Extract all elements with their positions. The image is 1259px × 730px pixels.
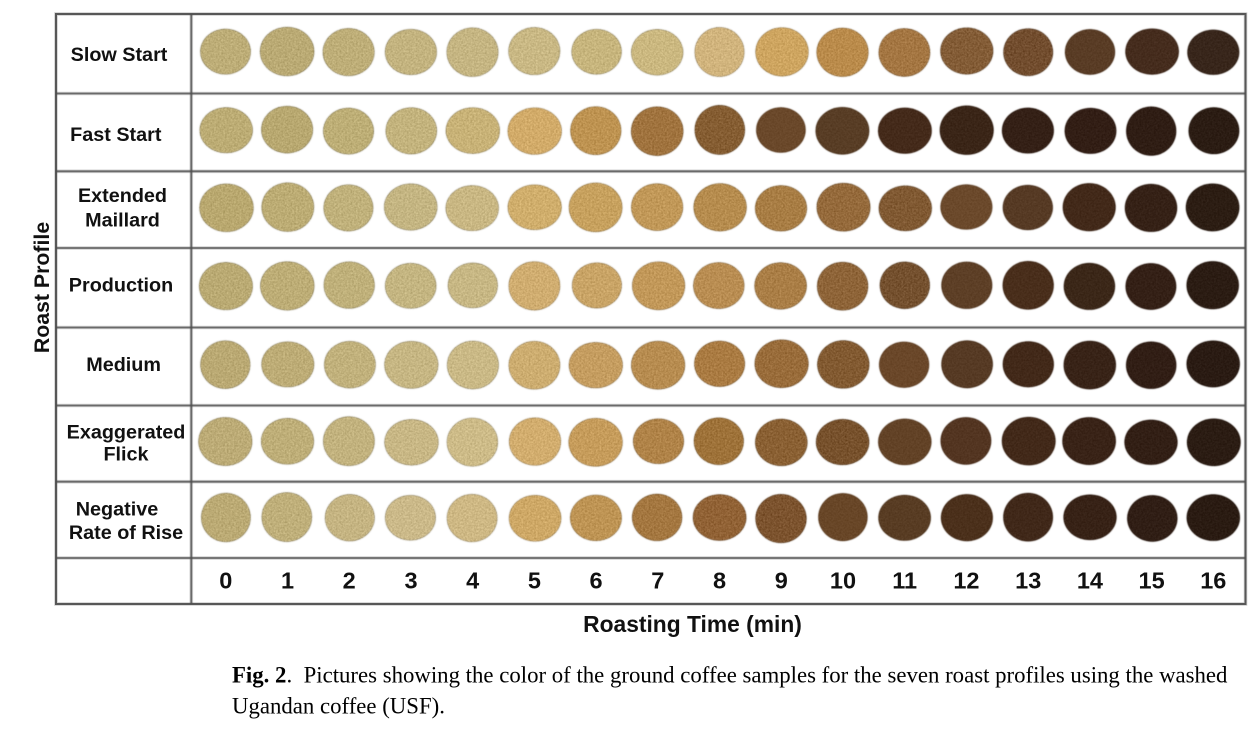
svg-text:8: 8 bbox=[713, 568, 726, 594]
svg-text:Flick: Flick bbox=[103, 443, 149, 465]
svg-text:9: 9 bbox=[775, 568, 788, 594]
svg-text:Extended: Extended bbox=[78, 185, 167, 207]
svg-text:Fig. 2. Pictures showing the: Fig. 2. Pictures showing the color of th… bbox=[232, 663, 1228, 688]
svg-text:5: 5 bbox=[528, 568, 541, 594]
svg-text:Medium: Medium bbox=[86, 354, 161, 376]
svg-text:7: 7 bbox=[651, 568, 664, 594]
svg-text:6: 6 bbox=[590, 568, 603, 594]
svg-text:3: 3 bbox=[404, 568, 417, 594]
svg-text:Fast Start: Fast Start bbox=[70, 124, 162, 146]
svg-text:Exaggerated: Exaggerated bbox=[67, 421, 186, 443]
svg-text:16: 16 bbox=[1200, 568, 1226, 594]
svg-text:13: 13 bbox=[1015, 568, 1041, 594]
svg-text:Production: Production bbox=[69, 274, 173, 296]
svg-text:Rate of Rise: Rate of Rise bbox=[69, 522, 183, 544]
svg-text:Maillard: Maillard bbox=[85, 210, 160, 232]
svg-text:12: 12 bbox=[953, 568, 979, 594]
svg-text:14: 14 bbox=[1077, 568, 1103, 594]
svg-text:11: 11 bbox=[892, 568, 917, 594]
svg-text:Ugandan coffee (USF).: Ugandan coffee (USF). bbox=[232, 694, 445, 719]
svg-text:1: 1 bbox=[281, 568, 294, 594]
svg-text:Slow Start: Slow Start bbox=[71, 44, 168, 66]
svg-text:Roast Profile: Roast Profile bbox=[30, 222, 54, 354]
svg-text:10: 10 bbox=[830, 568, 856, 594]
svg-text:0: 0 bbox=[219, 568, 232, 594]
svg-text:2: 2 bbox=[343, 568, 356, 594]
svg-text:Negative: Negative bbox=[76, 499, 158, 521]
svg-text:4: 4 bbox=[466, 568, 479, 594]
svg-text:Roasting Time (min): Roasting Time (min) bbox=[583, 611, 802, 637]
svg-text:15: 15 bbox=[1139, 568, 1165, 594]
